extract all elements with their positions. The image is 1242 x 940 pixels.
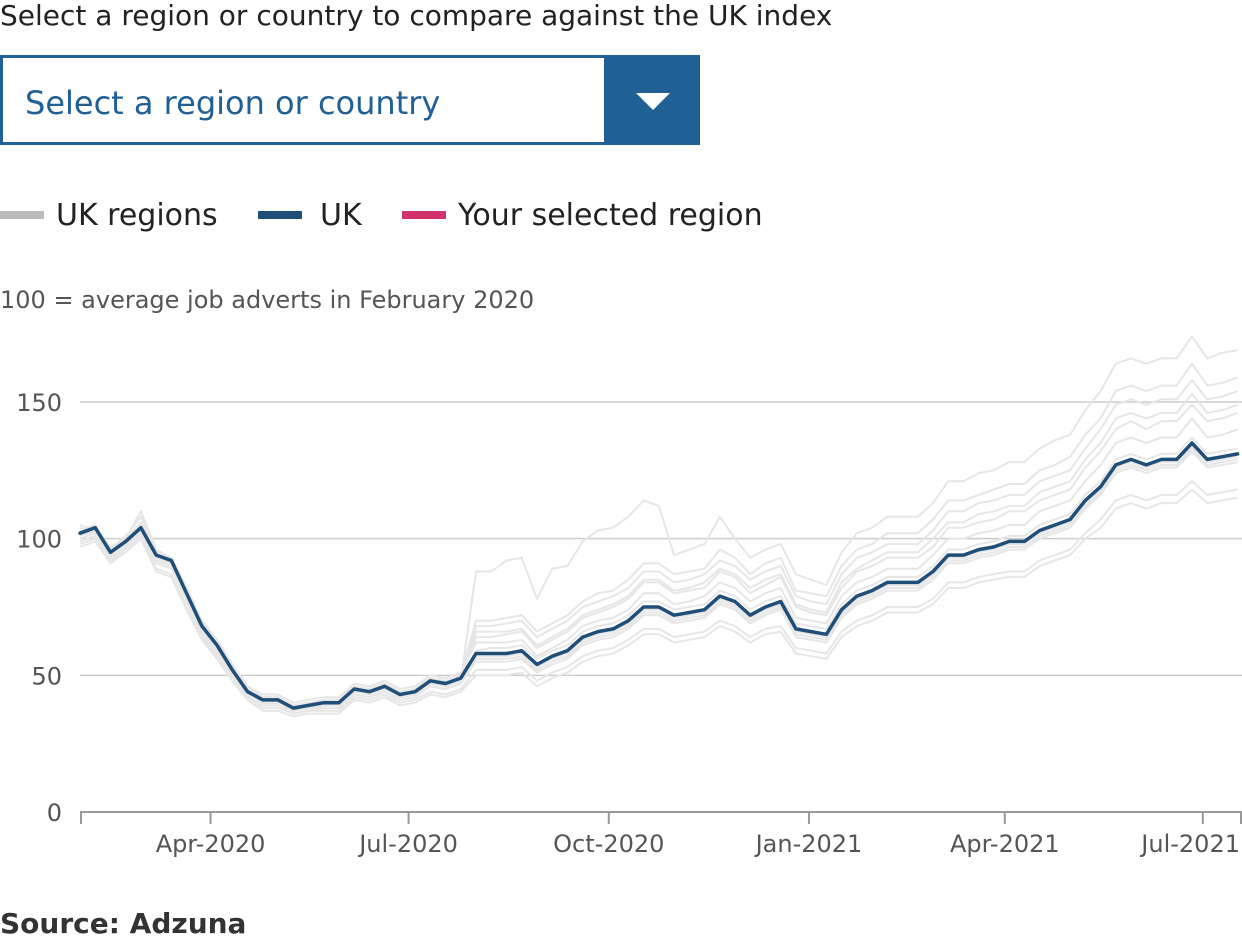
- y-tick-label-100: 100: [16, 526, 62, 554]
- legend-item-uk-regions: UK regions: [0, 196, 230, 236]
- x-tick-label-Apr-2020: Apr-2020: [156, 830, 266, 858]
- chevron-down-icon: [636, 93, 670, 110]
- region-line-4: [79, 480, 1238, 715]
- x-axis: Apr-2020 Jul-2020 Oct-2020 Jan-2021 Apr-2021…: [80, 811, 1242, 858]
- region-select-box[interactable]: Select a region or country: [0, 55, 607, 145]
- region-line-10: [79, 362, 1238, 707]
- uk-series-line: [78, 441, 1240, 710]
- legend-label-uk: UK: [320, 198, 362, 233]
- region-line-7: [79, 447, 1238, 712]
- legend-item-selected-region: Your selected region: [402, 196, 782, 236]
- x-tick-label-Jan-2021: Jan-2021: [754, 830, 863, 858]
- region-line-1: [79, 436, 1238, 710]
- y-tick-label-150: 150: [16, 389, 62, 417]
- legend-item-uk: UK: [258, 196, 378, 236]
- chart-subtitle: 100 = average job adverts in February 20…: [0, 286, 535, 314]
- region-line-3: [79, 403, 1238, 707]
- job-adverts-line-chart: 0 50 100 150 Apr-2020 Jul-2020 Oct-2020 Jan-20…: [16, 335, 1242, 858]
- source-note: Source: Adzuna: [0, 907, 247, 940]
- x-tick-label-Oct-2020: Oct-2020: [553, 830, 664, 858]
- compare-prompt: Select a region or country to compare ag…: [0, 0, 833, 32]
- region-select[interactable]: Select a region or country: [0, 55, 700, 145]
- legend-swatch-selected-region: [402, 211, 446, 219]
- uk-line-group: [78, 441, 1240, 710]
- x-tick-label-Apr-2021: Apr-2021: [950, 830, 1060, 858]
- legend-label-uk-regions: UK regions: [56, 198, 218, 233]
- legend-label-selected-region: Your selected region: [458, 198, 763, 233]
- region-line-12: [79, 379, 1238, 710]
- y-axis-ticks: 0 50 100 150: [16, 389, 62, 827]
- region-select-toggle[interactable]: [607, 55, 700, 145]
- legend-swatch-uk: [258, 211, 302, 219]
- uk-regions-lines: [79, 335, 1238, 718]
- region-select-value: Select a region or country: [25, 84, 441, 122]
- x-tick-label-Jul-2021: Jul-2021: [1139, 830, 1240, 858]
- grid-lines: [80, 401, 1242, 677]
- region-line-9: [79, 488, 1238, 718]
- region-line-6: [79, 417, 1238, 704]
- legend-swatch-uk-regions: [0, 211, 44, 219]
- y-tick-label-0: 0: [47, 799, 62, 827]
- x-tick-label-Jul-2020: Jul-2020: [357, 830, 458, 858]
- region-line-11: [79, 444, 1238, 712]
- y-tick-label-50: 50: [31, 662, 62, 690]
